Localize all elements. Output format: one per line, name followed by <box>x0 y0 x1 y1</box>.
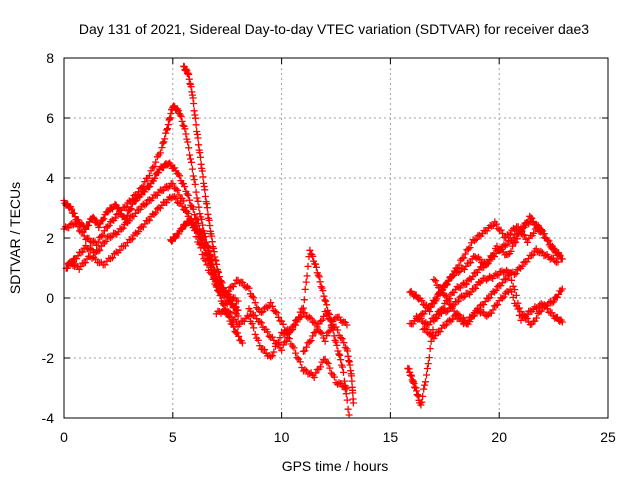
series-markers <box>180 62 242 314</box>
axis-ticks: 0 5 10 15 20 25 -4 -2 0 2 4 6 8 <box>42 50 616 445</box>
series-markers <box>406 212 544 328</box>
x-tick-label: 10 <box>274 429 290 445</box>
x-tick-label: 15 <box>383 429 399 445</box>
series-arc-o <box>419 286 566 342</box>
x-tick-label: 0 <box>60 429 68 445</box>
y-tick-label: 0 <box>46 290 54 306</box>
y-tick-label: -4 <box>42 410 55 426</box>
series-arc-g <box>223 276 351 392</box>
y-tick-label: 2 <box>46 230 54 246</box>
y-axis-label: SDTVAR / TECUs <box>7 182 23 294</box>
series-markers <box>167 216 246 347</box>
x-axis-label: GPS time / hours <box>282 458 389 474</box>
chart-title: Day 131 of 2021, Sidereal Day-to-day VTE… <box>79 21 589 37</box>
series-arc-m <box>406 212 544 328</box>
series-arc-f <box>167 216 246 347</box>
series-markers <box>299 308 357 407</box>
x-tick-label: 5 <box>169 429 177 445</box>
series-markers <box>419 286 566 342</box>
series-arc-p <box>430 269 566 329</box>
y-tick-label: 6 <box>46 110 54 126</box>
series-arc-j <box>299 308 357 407</box>
series-arc-e <box>180 62 242 314</box>
y-tick-label: 4 <box>46 170 54 186</box>
y-tick-label: 8 <box>46 50 54 66</box>
series-markers <box>430 269 566 329</box>
series-markers <box>223 276 351 392</box>
x-tick-label: 25 <box>600 429 616 445</box>
y-tick-label: -2 <box>42 350 55 366</box>
x-tick-label: 20 <box>491 429 507 445</box>
